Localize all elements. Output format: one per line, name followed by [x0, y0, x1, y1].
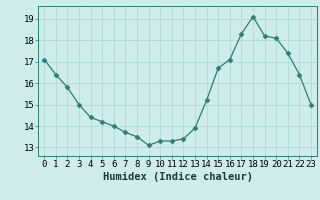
- X-axis label: Humidex (Indice chaleur): Humidex (Indice chaleur): [103, 172, 252, 182]
